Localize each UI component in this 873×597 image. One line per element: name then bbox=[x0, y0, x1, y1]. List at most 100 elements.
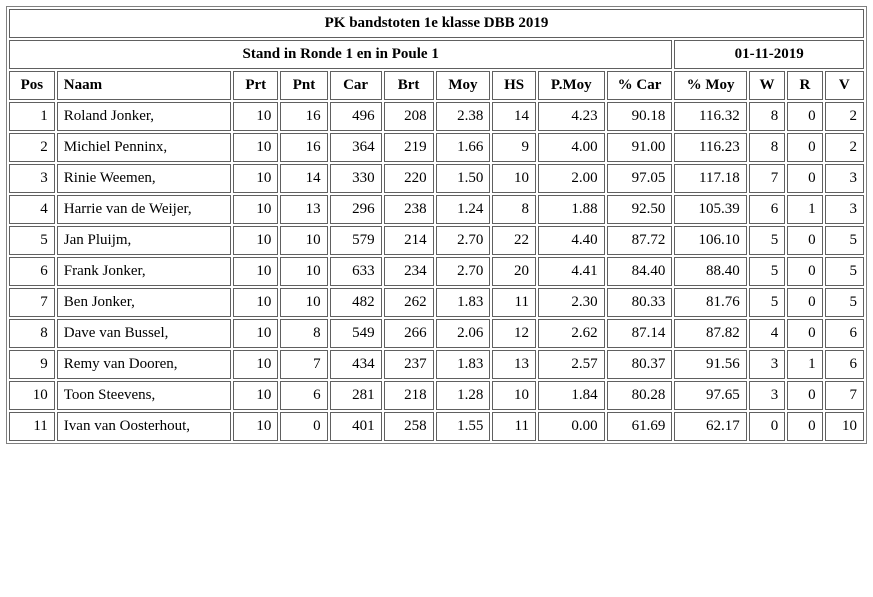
cell-v: 6 bbox=[825, 319, 864, 348]
cell-hs: 12 bbox=[492, 319, 536, 348]
table-row: 1Roland Jonker,10164962082.38144.2390.18… bbox=[9, 102, 864, 131]
cell-pcar: 61.69 bbox=[607, 412, 673, 441]
round-poule-label: Stand in Ronde 1 en in Poule 1 bbox=[9, 40, 672, 69]
table-row: 10Toon Steevens,1062812181.28101.8480.28… bbox=[9, 381, 864, 410]
cell-v: 6 bbox=[825, 350, 864, 379]
cell-pnt: 8 bbox=[280, 319, 327, 348]
cell-hs: 9 bbox=[492, 133, 536, 162]
cell-w: 5 bbox=[749, 288, 786, 317]
cell-pmoy: 2.00 bbox=[538, 164, 605, 193]
table-row: 5Jan Pluijm,10105792142.70224.4087.72106… bbox=[9, 226, 864, 255]
cell-pos: 4 bbox=[9, 195, 55, 224]
cell-pos: 2 bbox=[9, 133, 55, 162]
cell-r: 0 bbox=[787, 226, 822, 255]
cell-prt: 10 bbox=[233, 257, 278, 286]
cell-naam: Michiel Penninx, bbox=[57, 133, 231, 162]
cell-pnt: 7 bbox=[280, 350, 327, 379]
cell-naam: Toon Steevens, bbox=[57, 381, 231, 410]
table-row: 11Ivan van Oosterhout,1004012581.55110.0… bbox=[9, 412, 864, 441]
cell-brt: 219 bbox=[384, 133, 434, 162]
cell-pnt: 14 bbox=[280, 164, 327, 193]
cell-r: 0 bbox=[787, 412, 822, 441]
col-prt: Prt bbox=[233, 71, 278, 100]
cell-v: 3 bbox=[825, 195, 864, 224]
cell-car: 579 bbox=[330, 226, 382, 255]
cell-prt: 10 bbox=[233, 226, 278, 255]
cell-pmoy2: 116.23 bbox=[674, 133, 746, 162]
cell-car: 330 bbox=[330, 164, 382, 193]
cell-r: 1 bbox=[787, 350, 822, 379]
cell-naam: Remy van Dooren, bbox=[57, 350, 231, 379]
cell-car: 549 bbox=[330, 319, 382, 348]
cell-r: 0 bbox=[787, 288, 822, 317]
cell-w: 5 bbox=[749, 257, 786, 286]
cell-pmoy: 1.88 bbox=[538, 195, 605, 224]
cell-w: 8 bbox=[749, 133, 786, 162]
cell-car: 401 bbox=[330, 412, 382, 441]
cell-v: 5 bbox=[825, 257, 864, 286]
table-row: 3Rinie Weemen,10143302201.50102.0097.051… bbox=[9, 164, 864, 193]
cell-car: 364 bbox=[330, 133, 382, 162]
col-hs: HS bbox=[492, 71, 536, 100]
cell-w: 0 bbox=[749, 412, 786, 441]
col-brt: Brt bbox=[384, 71, 434, 100]
col-moy: Moy bbox=[436, 71, 491, 100]
cell-pcar: 90.18 bbox=[607, 102, 673, 131]
cell-brt: 214 bbox=[384, 226, 434, 255]
cell-car: 496 bbox=[330, 102, 382, 131]
cell-prt: 10 bbox=[233, 195, 278, 224]
table-row: 7Ben Jonker,10104822621.83112.3080.3381.… bbox=[9, 288, 864, 317]
cell-pcar: 97.05 bbox=[607, 164, 673, 193]
cell-pmoy: 4.41 bbox=[538, 257, 605, 286]
cell-pos: 6 bbox=[9, 257, 55, 286]
cell-naam: Ivan van Oosterhout, bbox=[57, 412, 231, 441]
cell-hs: 14 bbox=[492, 102, 536, 131]
cell-hs: 11 bbox=[492, 288, 536, 317]
col-pnt: Pnt bbox=[280, 71, 327, 100]
cell-pcar: 84.40 bbox=[607, 257, 673, 286]
cell-moy: 1.83 bbox=[436, 350, 491, 379]
page-title: PK bandstoten 1e klasse DBB 2019 bbox=[9, 9, 864, 38]
date-label: 01-11-2019 bbox=[674, 40, 864, 69]
cell-prt: 10 bbox=[233, 164, 278, 193]
table-row: 6Frank Jonker,10106332342.70204.4184.408… bbox=[9, 257, 864, 286]
cell-pnt: 13 bbox=[280, 195, 327, 224]
cell-v: 7 bbox=[825, 381, 864, 410]
cell-r: 0 bbox=[787, 133, 822, 162]
cell-pmoy2: 87.82 bbox=[674, 319, 746, 348]
cell-pmoy2: 91.56 bbox=[674, 350, 746, 379]
cell-brt: 238 bbox=[384, 195, 434, 224]
cell-naam: Rinie Weemen, bbox=[57, 164, 231, 193]
cell-pcar: 87.14 bbox=[607, 319, 673, 348]
cell-moy: 2.70 bbox=[436, 226, 491, 255]
cell-prt: 10 bbox=[233, 350, 278, 379]
cell-moy: 1.83 bbox=[436, 288, 491, 317]
table-row: 9Remy van Dooren,1074342371.83132.5780.3… bbox=[9, 350, 864, 379]
cell-pmoy2: 97.65 bbox=[674, 381, 746, 410]
cell-pnt: 16 bbox=[280, 102, 327, 131]
cell-pos: 1 bbox=[9, 102, 55, 131]
cell-moy: 2.06 bbox=[436, 319, 491, 348]
cell-brt: 258 bbox=[384, 412, 434, 441]
cell-hs: 11 bbox=[492, 412, 536, 441]
cell-pos: 8 bbox=[9, 319, 55, 348]
cell-pmoy: 4.00 bbox=[538, 133, 605, 162]
cell-pnt: 16 bbox=[280, 133, 327, 162]
cell-prt: 10 bbox=[233, 412, 278, 441]
cell-w: 8 bbox=[749, 102, 786, 131]
col-v: V bbox=[825, 71, 864, 100]
cell-pmoy: 4.23 bbox=[538, 102, 605, 131]
cell-hs: 20 bbox=[492, 257, 536, 286]
col-pcar: % Car bbox=[607, 71, 673, 100]
cell-v: 2 bbox=[825, 133, 864, 162]
cell-r: 0 bbox=[787, 319, 822, 348]
cell-w: 3 bbox=[749, 350, 786, 379]
cell-pcar: 80.33 bbox=[607, 288, 673, 317]
cell-pnt: 6 bbox=[280, 381, 327, 410]
cell-pcar: 91.00 bbox=[607, 133, 673, 162]
cell-pnt: 10 bbox=[280, 288, 327, 317]
table-row: 2Michiel Penninx,10163642191.6694.0091.0… bbox=[9, 133, 864, 162]
cell-moy: 1.55 bbox=[436, 412, 491, 441]
cell-hs: 8 bbox=[492, 195, 536, 224]
cell-pmoy: 1.84 bbox=[538, 381, 605, 410]
